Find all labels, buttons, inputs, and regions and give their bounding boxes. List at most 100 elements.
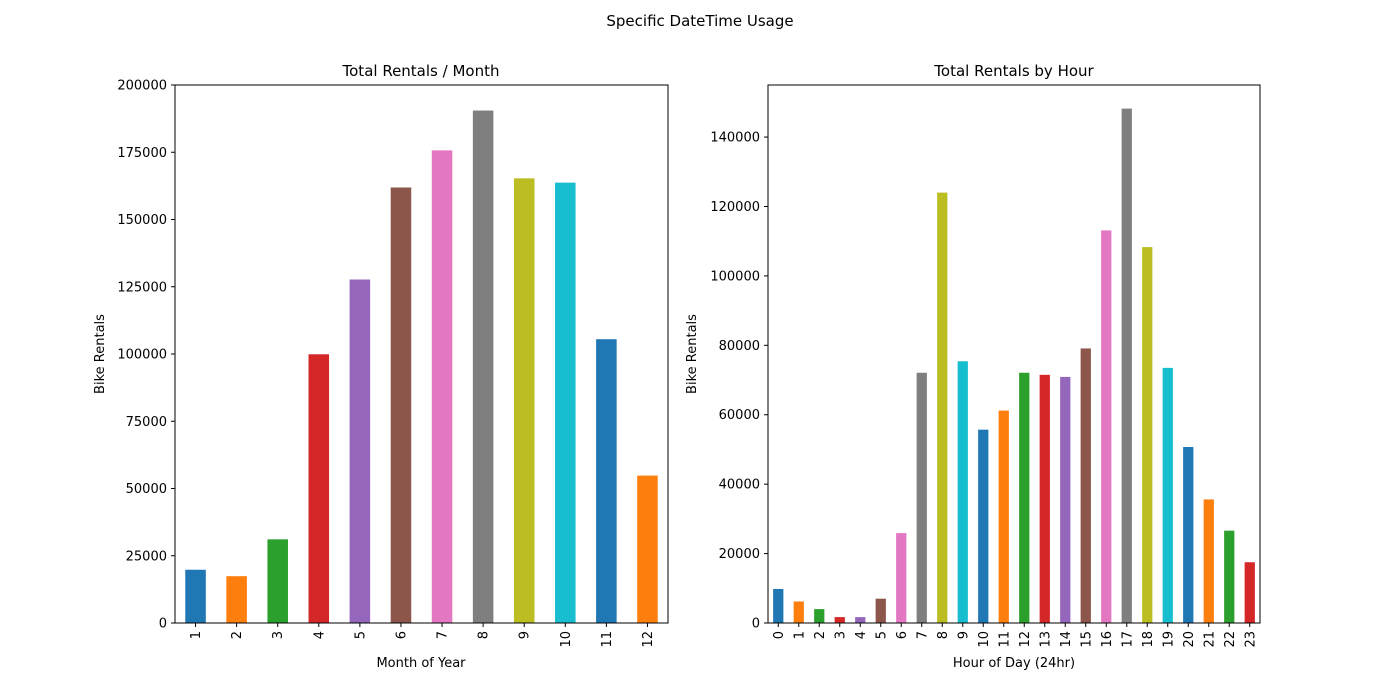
hourly-bar-13	[1039, 374, 1050, 623]
hourly-bar-7	[916, 372, 927, 623]
monthly-bar-1	[185, 569, 206, 623]
monthly-y-tick-label: 150000	[117, 213, 167, 228]
hourly-x-tick-label: 16	[1100, 631, 1115, 648]
hourly-x-tick-label: 13	[1038, 631, 1053, 648]
hourly-x-tick-label: 19	[1161, 631, 1176, 648]
hourly-bar-12	[1019, 372, 1030, 623]
monthly-y-tick-label: 25000	[126, 549, 167, 564]
hourly-bar-23	[1244, 562, 1255, 623]
hourly-x-tick-label: 4	[854, 631, 869, 639]
hourly-bar-9	[957, 361, 968, 623]
hourly-axes-frame	[767, 84, 1261, 624]
monthly-bar-11	[596, 339, 617, 623]
figure-suptitle: Specific DateTime Usage	[606, 12, 793, 30]
hourly-chart-title: Total Rentals by Hour	[933, 62, 1094, 80]
monthly-x-tick-label: 10	[559, 631, 574, 648]
hourly-bar-4	[855, 617, 866, 623]
hourly-bar-14	[1060, 376, 1071, 623]
hourly-bar-5	[875, 598, 886, 623]
hourly-bar-17	[1121, 108, 1132, 624]
hourly-bar-0	[773, 588, 784, 623]
monthly-y-tick-label: 125000	[117, 280, 167, 295]
hourly-y-tick-label: 80000	[719, 339, 760, 354]
hourly-x-tick-label: 22	[1223, 631, 1238, 648]
hourly-x-tick-label: 14	[1059, 631, 1074, 648]
monthly-x-tick-label: 1	[189, 631, 204, 639]
monthly-x-tick-label: 9	[518, 631, 533, 639]
monthly-chart-title: Total Rentals / Month	[342, 62, 500, 80]
hourly-x-tick-label: 20	[1182, 631, 1197, 648]
monthly-bar-3	[267, 539, 288, 623]
hourly-bar-22	[1224, 530, 1235, 623]
monthly-x-tick-label: 4	[312, 631, 327, 639]
hourly-y-tick-label: 20000	[719, 547, 760, 562]
hourly-x-tick-label: 8	[936, 631, 951, 639]
monthly-bar-2	[226, 576, 247, 623]
monthly-y-tick-label: 100000	[117, 348, 167, 363]
hourly-x-axis-label: Hour of Day (24hr)	[953, 656, 1075, 671]
monthly-rentals-chart: 0 25000 50000 75000 100000 125000 150000 175000…	[93, 62, 669, 671]
monthly-bar-9	[513, 178, 535, 623]
hourly-x-tick-label: 10	[977, 631, 992, 648]
monthly-y-axis-label: Bike Rentals	[93, 314, 108, 394]
hourly-y-tick-label: 120000	[710, 200, 760, 215]
monthly-x-tick-label: 2	[230, 631, 245, 639]
hourly-bar-20	[1183, 447, 1194, 623]
hourly-bar-19	[1162, 367, 1173, 623]
hourly-x-tick-label: 11	[997, 631, 1012, 648]
monthly-y-ticks: 0 25000 50000 75000 100000 125000 150000 175000…	[117, 79, 175, 632]
monthly-bar-10	[555, 182, 576, 623]
monthly-bars	[185, 110, 658, 624]
monthly-x-tick-label: 7	[436, 631, 451, 639]
hourly-x-tick-label: 2	[813, 631, 828, 639]
hourly-x-tick-label: 21	[1202, 631, 1217, 648]
hourly-bar-10	[978, 429, 989, 623]
monthly-x-tick-label: 3	[271, 631, 286, 639]
hourly-bar-2	[814, 609, 825, 623]
hourly-x-tick-label: 17	[1120, 631, 1135, 648]
monthly-x-tick-label: 6	[394, 631, 409, 639]
hourly-bar-21	[1203, 499, 1214, 623]
monthly-x-tick-label: 5	[353, 631, 368, 639]
hourly-x-tick-label: 9	[956, 631, 971, 639]
hourly-bars	[773, 108, 1255, 624]
hourly-x-tick-label: 0	[772, 631, 787, 639]
hourly-y-axis-label: Bike Rentals	[685, 314, 700, 394]
monthly-bar-7	[431, 150, 453, 623]
monthly-x-tick-label: 11	[600, 631, 615, 648]
hourly-x-tick-label: 6	[895, 631, 910, 639]
monthly-bar-6	[390, 187, 412, 624]
hourly-x-ticks: 0 1 2 3 4 5 6 7 8 9 10 11 12 13 14 15 16 17 18 19 20 21 22 23	[772, 623, 1258, 648]
hourly-y-tick-label: 140000	[710, 131, 760, 146]
hourly-rentals-chart: 020000400006000080000100000120000140000 …	[685, 62, 1261, 671]
monthly-y-tick-label: 175000	[117, 146, 167, 161]
hourly-y-tick-label: 40000	[719, 478, 760, 493]
hourly-y-tick-label: 0	[752, 617, 760, 632]
monthly-bar-8	[472, 110, 494, 624]
monthly-y-tick-label: 0	[159, 617, 167, 632]
hourly-bar-15	[1080, 348, 1091, 623]
monthly-y-tick-label: 200000	[117, 79, 167, 94]
hourly-y-tick-label: 100000	[710, 269, 760, 284]
monthly-y-tick-label: 50000	[126, 482, 167, 497]
monthly-bar-4	[308, 354, 330, 623]
hourly-x-tick-label: 3	[833, 631, 848, 639]
hourly-bar-11	[998, 410, 1009, 623]
hourly-bar-1	[793, 601, 804, 623]
hourly-y-ticks: 0 20000 40000 60000 80000 100000 120000 140000	[710, 131, 768, 632]
hourly-bar-3	[834, 617, 845, 623]
monthly-x-tick-label: 12	[641, 631, 656, 648]
hourly-x-tick-label: 7	[915, 631, 930, 639]
hourly-x-tick-label: 12	[1018, 631, 1033, 648]
monthly-x-ticks: 1 2 3 4 5 6 7 8 9 10 11 12	[189, 623, 656, 648]
hourly-x-tick-label: 1	[792, 631, 807, 639]
hourly-bar-8	[937, 192, 948, 623]
monthly-bar-5	[349, 279, 371, 623]
hourly-y-tick-label: 60000	[719, 408, 760, 423]
hourly-bar-6	[896, 533, 907, 623]
hourly-x-tick-label: 23	[1243, 631, 1258, 648]
monthly-x-axis-label: Month of Year	[376, 656, 466, 671]
hourly-x-tick-label: 18	[1141, 631, 1156, 648]
monthly-x-tick-label: 8	[477, 631, 492, 639]
